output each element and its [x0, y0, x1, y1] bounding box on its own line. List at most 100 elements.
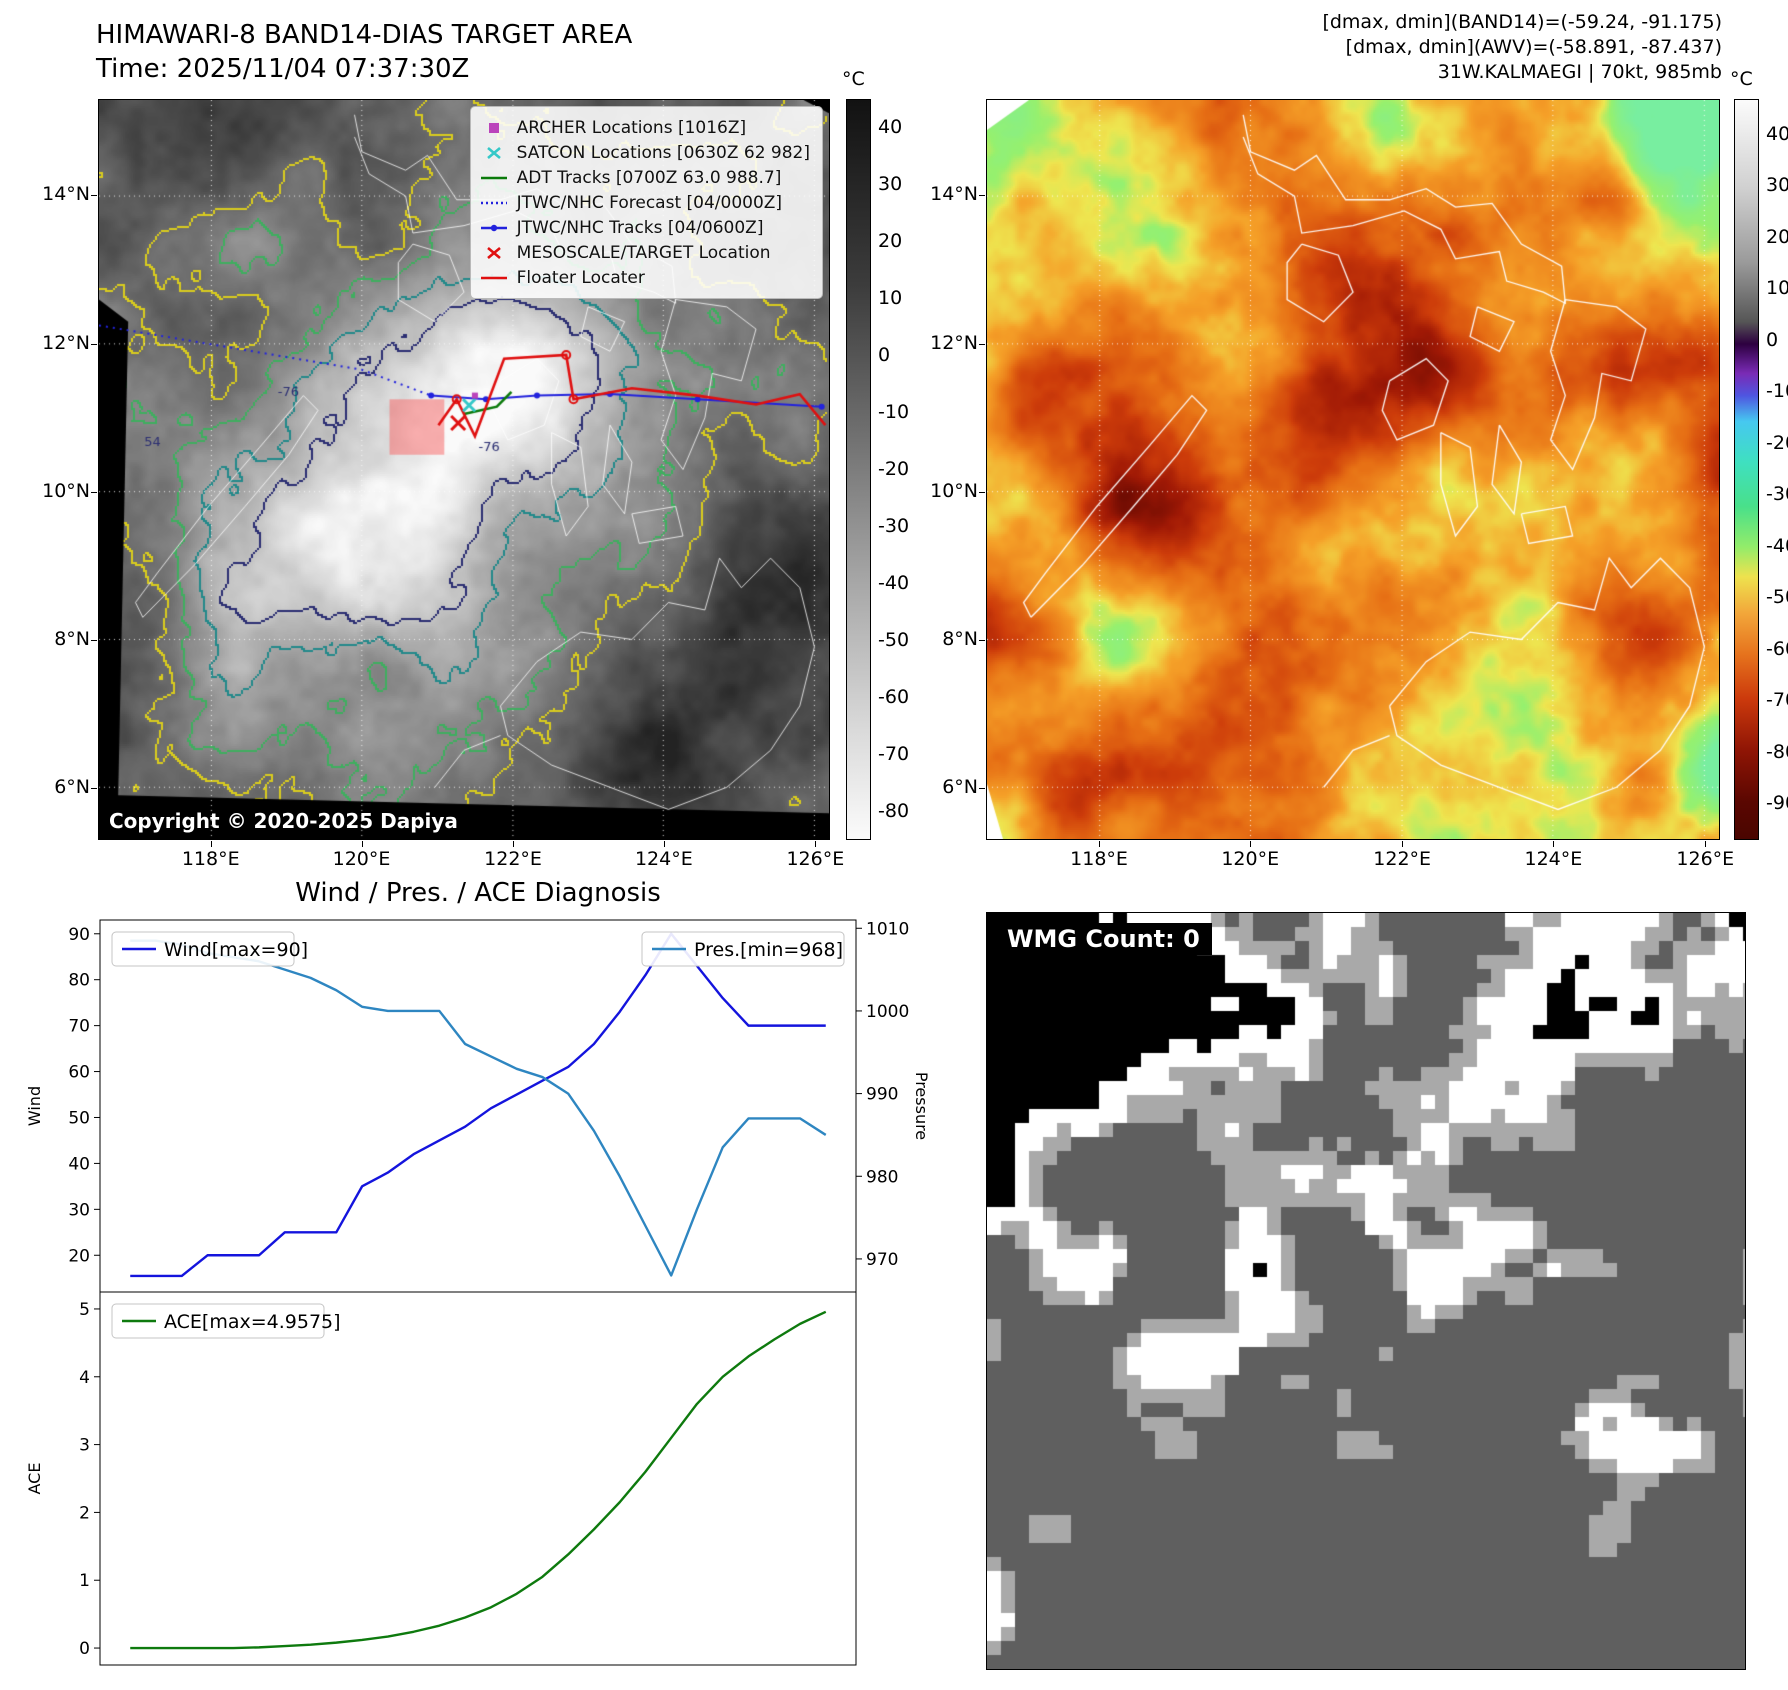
y-tick-label: 20	[68, 1246, 90, 1266]
axis-tick	[91, 788, 97, 790]
chart-legend-box	[641, 931, 845, 967]
colorbar-tick-label: -40	[1766, 534, 1788, 557]
dmax-band14-text: [dmax, dmin](BAND14)=(-59.24, -91.175)	[1322, 11, 1722, 33]
axis-tick	[663, 841, 665, 847]
diagnosis-chart-title: Wind / Pres. / ACE Diagnosis	[295, 878, 661, 908]
chart-legend-label: Wind[max=90]	[164, 939, 308, 961]
grayscale-colorbar	[846, 99, 871, 840]
axis-tick	[361, 841, 363, 847]
wind-pres-ace-charts: 2030405060708090Wind97098099010001010Pre…	[25, 919, 931, 1666]
x-tick-label: 118°E	[1070, 848, 1128, 870]
colorbar-tick-label: 20	[1766, 225, 1788, 248]
x-tick-label: 118°E	[181, 848, 240, 870]
y-tick-label: 14°N	[930, 183, 978, 206]
axis-tick	[513, 841, 515, 847]
colorbar-tick-label: -70	[1766, 689, 1788, 712]
chart-plot-area	[99, 919, 857, 1293]
ir-color-colorbar	[1734, 99, 1759, 840]
legend-item: ARCHER Locations [1016Z]	[479, 115, 810, 140]
colorbar-tick-label: -60	[878, 685, 910, 708]
colorbar-tick-label: -40	[878, 571, 910, 594]
colorbar-tick-label: 30	[1766, 174, 1788, 197]
awv-map-canvas	[987, 100, 1719, 839]
axis-tick	[1705, 841, 1707, 847]
y-tick-label-right: 980	[866, 1167, 898, 1187]
colorbar-tick-label: 40	[1766, 123, 1788, 146]
band14-panel-title: HIMAWARI-8 BAND14-DIAS TARGET AREA Time:…	[96, 18, 632, 86]
legend-item-label: MESOSCALE/TARGET Location	[516, 242, 771, 263]
colorbar-tick-label: -20	[1766, 431, 1788, 454]
colorbar-tick-label: -70	[878, 742, 910, 765]
legend-marker-x-icon	[486, 146, 501, 159]
y-tick-label: 10°N	[930, 479, 978, 502]
legend-item: MESOSCALE/TARGET Location	[479, 240, 810, 265]
x-tick-label: 122°E	[1373, 848, 1432, 870]
y-axis-label-left: ACE	[25, 1463, 44, 1495]
legend-item: ADT Tracks [0700Z 63.0 988.7]	[479, 165, 810, 190]
axis-tick	[1099, 841, 1101, 847]
y-tick-label-right: 970	[866, 1250, 898, 1270]
x-tick-label: 126°E	[1676, 848, 1735, 870]
axis-tick	[210, 841, 212, 847]
y-tick-label: 50	[68, 1108, 90, 1128]
dmax-awv-text: [dmax, dmin](AWV)=(-58.891, -87.437)	[1345, 36, 1722, 58]
x-tick-label: 124°E	[634, 848, 693, 870]
colorbar-tick-label: -10	[878, 400, 910, 423]
y-tick-label: 2	[79, 1503, 90, 1523]
legend-item-label: ARCHER Locations [1016Z]	[516, 117, 747, 138]
legend-marker-square-icon	[488, 122, 499, 133]
colorbar-unit-left: °C	[842, 68, 865, 90]
legend-item-label: Floater Locater	[516, 267, 645, 288]
chart-legend-label: Pres.[min=968]	[694, 939, 843, 961]
axis-tick	[979, 343, 985, 345]
y-tick-label: 10°N	[42, 479, 90, 502]
colorbar-tick-label: -50	[1766, 586, 1788, 609]
colorbar-tick-label: -80	[1766, 740, 1788, 763]
y-tick-label-right: 1010	[866, 919, 909, 939]
y-tick-label: 6°N	[942, 776, 978, 799]
colorbar-tick-label: -20	[878, 457, 910, 480]
chart-legend-box	[111, 1303, 325, 1339]
colorbar-tick-label: -10	[1766, 380, 1788, 403]
x-tick-label: 120°E	[332, 848, 391, 870]
legend-item-label: SATCON Locations [0630Z 62 982]	[516, 142, 810, 163]
axis-tick	[91, 195, 97, 197]
y-tick-label: 5	[79, 1300, 90, 1320]
x-tick-label: 124°E	[1524, 848, 1583, 870]
legend-item: SATCON Locations [0630Z 62 982]	[479, 140, 810, 165]
y-tick-label-right: 1000	[866, 1002, 909, 1022]
legend-marker-line-icon	[480, 276, 507, 279]
legend-item-label: ADT Tracks [0700Z 63.0 988.7]	[516, 167, 782, 188]
colorbar-tick-label: 30	[878, 172, 903, 195]
wmg-canvas	[987, 913, 1745, 1669]
colorbar-tick-label: -80	[878, 799, 910, 822]
colorbar-tick-label: 0	[878, 343, 891, 366]
legend-marker-dotted-icon	[480, 201, 507, 204]
colorbar-tick-label: -30	[878, 514, 910, 537]
axis-tick	[1250, 841, 1252, 847]
y-tick-label-right: 990	[866, 1085, 898, 1105]
colorbar-tick-label: 20	[878, 229, 903, 252]
colorbar-tick-label: -90	[1766, 791, 1788, 814]
chart-plot-area	[99, 1291, 857, 1666]
legend-item-label: JTWC/NHC Tracks [04/0600Z]	[516, 217, 764, 238]
colorbar-tick-label: 40	[878, 115, 903, 138]
y-tick-label: 90	[68, 925, 90, 945]
wmg-panel: WMG Count: 0	[986, 912, 1746, 1670]
series-line-left	[130, 1310, 827, 1650]
axis-tick	[1553, 841, 1555, 847]
colorbar-unit-right: °C	[1730, 68, 1753, 90]
axis-tick	[91, 343, 97, 345]
colorbar-tick-label: 10	[878, 286, 903, 309]
axis-tick	[91, 491, 97, 493]
y-tick-label: 0	[79, 1639, 90, 1659]
panel-title-time: Time: 2025/11/04 07:37:30Z	[96, 54, 470, 84]
legend-item: JTWC/NHC Forecast [04/0000Z]	[479, 190, 810, 215]
chart-legend-box	[111, 931, 295, 967]
colorbar-tick-label: 0	[1766, 328, 1779, 351]
legend-item: Floater Locater	[479, 265, 810, 290]
colorbar-tick-label: -50	[878, 628, 910, 651]
x-tick-label: 120°E	[1221, 848, 1280, 870]
legend-marker-line-icon	[480, 176, 507, 179]
